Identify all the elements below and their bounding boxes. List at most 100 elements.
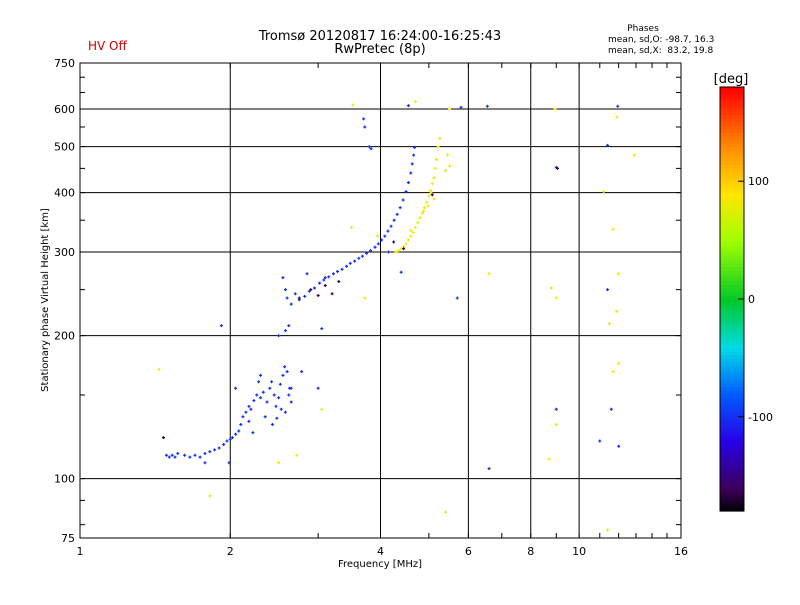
y-tick-label: 750 bbox=[54, 57, 75, 70]
data-point bbox=[353, 259, 357, 263]
data-point bbox=[426, 204, 430, 208]
data-point bbox=[183, 453, 187, 457]
colorbar-segment bbox=[720, 263, 744, 268]
colorbar-segment bbox=[720, 118, 744, 123]
data-point bbox=[350, 225, 354, 229]
hv-status-text: HV Off bbox=[88, 39, 127, 53]
colorbar-segment bbox=[720, 450, 744, 456]
data-point bbox=[406, 104, 410, 108]
data-point bbox=[615, 115, 619, 119]
colorbar-segment bbox=[720, 291, 744, 297]
chart-title-line-1: Tromsø 20120817 16:24:00-16:25:43 bbox=[258, 29, 501, 44]
data-point bbox=[255, 393, 259, 397]
colorbar-segment bbox=[720, 415, 744, 420]
data-point bbox=[554, 423, 558, 427]
colorbar-segment bbox=[720, 87, 744, 92]
colorbar-segment bbox=[720, 380, 744, 385]
data-point bbox=[446, 153, 450, 157]
colorbar-segment bbox=[720, 369, 744, 374]
colorbar-segment bbox=[720, 171, 744, 176]
y-axis-title: Stationary phase Virtual Height [km] bbox=[40, 208, 51, 392]
data-point bbox=[249, 407, 253, 411]
data-point bbox=[277, 334, 281, 338]
colorbar-segment bbox=[720, 405, 744, 410]
colorbar-segment bbox=[720, 231, 744, 236]
colorbar-segment bbox=[720, 101, 744, 106]
data-point bbox=[170, 453, 174, 457]
data-point bbox=[345, 264, 349, 268]
data-point bbox=[340, 267, 344, 271]
data-point bbox=[219, 324, 223, 328]
data-point bbox=[406, 181, 410, 185]
data-point bbox=[485, 104, 489, 108]
data-point bbox=[410, 162, 414, 166]
data-point bbox=[198, 455, 202, 459]
colorbar-segment bbox=[720, 164, 744, 169]
data-point bbox=[300, 370, 304, 374]
data-point bbox=[277, 461, 281, 465]
colorbar-segment bbox=[720, 309, 744, 314]
data-point bbox=[412, 153, 416, 157]
colorbar-segment bbox=[720, 140, 744, 145]
colorbar-segment bbox=[720, 207, 744, 212]
data-point bbox=[208, 450, 212, 454]
colorbar-segment bbox=[720, 125, 744, 130]
colorbar-segment bbox=[720, 422, 744, 427]
colorbar-segment bbox=[720, 316, 744, 321]
colorbar-segment bbox=[720, 249, 744, 254]
data-point bbox=[399, 270, 403, 274]
data-point bbox=[365, 251, 369, 255]
data-point bbox=[617, 361, 621, 365]
data-point bbox=[363, 296, 367, 300]
colorbar-segment bbox=[720, 90, 744, 95]
data-point bbox=[435, 157, 439, 161]
data-point bbox=[418, 216, 422, 220]
data-point bbox=[409, 234, 413, 238]
colorbar-segment bbox=[720, 465, 744, 470]
data-point bbox=[259, 396, 263, 400]
data-point bbox=[373, 245, 377, 249]
data-point bbox=[616, 104, 620, 108]
colorbar-segment bbox=[720, 355, 744, 360]
y-tick-label: 400 bbox=[54, 187, 75, 200]
colorbar-segment bbox=[720, 274, 744, 279]
data-point bbox=[318, 281, 322, 285]
colorbar-segment bbox=[720, 330, 744, 335]
colorbar-segment bbox=[720, 313, 744, 318]
colorbar-segment bbox=[720, 185, 744, 191]
data-point bbox=[237, 429, 241, 433]
colorbar-segment bbox=[720, 390, 744, 395]
colorbar-segment bbox=[720, 154, 744, 159]
data-point bbox=[303, 294, 307, 298]
data-point bbox=[222, 443, 226, 447]
data-point bbox=[208, 494, 212, 498]
data-point bbox=[293, 292, 297, 296]
colorbar-segment bbox=[720, 157, 744, 162]
colorbar-segment bbox=[720, 373, 744, 378]
data-point bbox=[611, 370, 615, 374]
colorbar-segment bbox=[720, 500, 744, 505]
colorbar-segment bbox=[720, 503, 744, 509]
data-point bbox=[430, 193, 434, 197]
colorbar-segment bbox=[720, 111, 744, 116]
data-point bbox=[360, 254, 364, 258]
colorbar-segment bbox=[720, 440, 744, 445]
data-point bbox=[278, 382, 282, 386]
data-point bbox=[549, 286, 553, 290]
colorbar-segment bbox=[720, 168, 744, 173]
phase-stats-o: mean, sd,O: -98.7, 16.3 bbox=[608, 35, 714, 45]
colorbar-segment bbox=[720, 352, 744, 357]
data-point bbox=[602, 190, 606, 194]
data-point bbox=[257, 380, 261, 384]
data-point bbox=[392, 240, 396, 244]
data-point bbox=[386, 250, 390, 254]
data-point bbox=[203, 451, 207, 455]
data-point bbox=[380, 238, 384, 242]
data-point bbox=[362, 117, 366, 121]
data-point bbox=[157, 367, 161, 371]
colorbar-segment bbox=[720, 496, 744, 501]
data-point bbox=[606, 143, 610, 147]
colorbar-segment bbox=[720, 147, 744, 152]
